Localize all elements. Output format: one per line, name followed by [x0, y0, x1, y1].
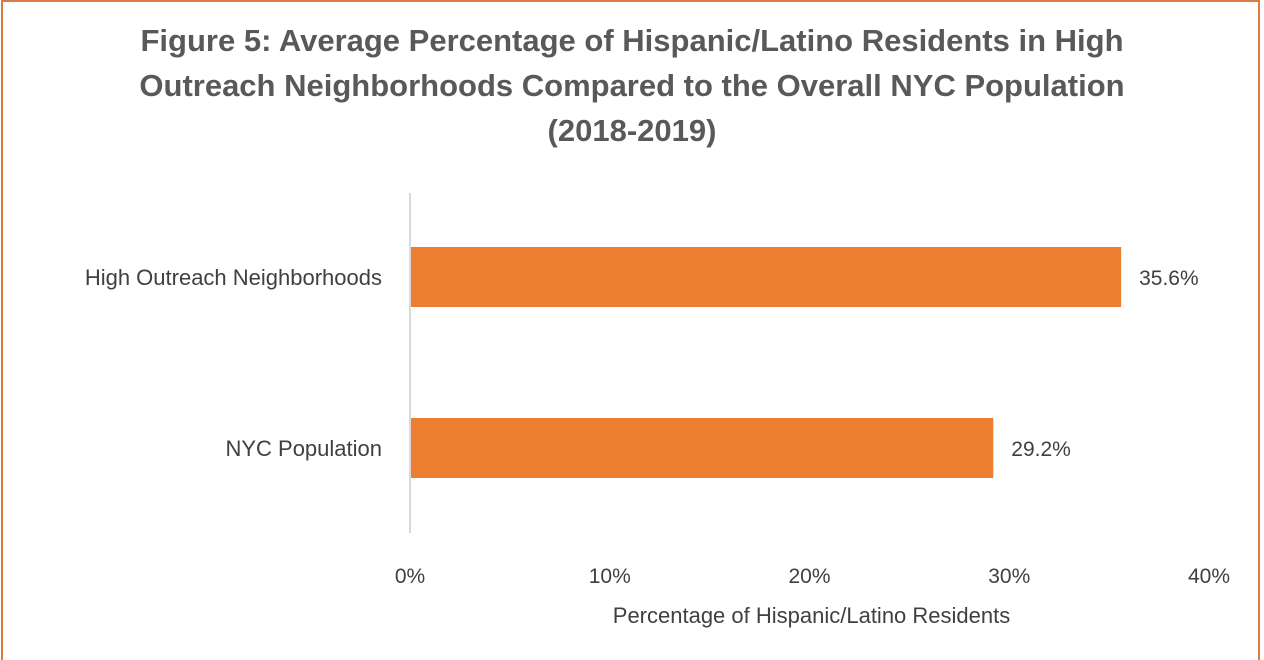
x-tick-label-4: 40%	[1188, 565, 1230, 588]
x-tick-label-1: 10%	[589, 565, 631, 588]
category-label-0: High Outreach Neighborhoods	[85, 265, 382, 290]
x-tick-label-0: 0%	[395, 565, 425, 588]
chart-title: Figure 5: Average Percentage of Hispanic…	[139, 23, 1125, 148]
bar-0	[411, 247, 1122, 307]
bar-1	[411, 418, 994, 478]
data-label-1: 29.2%	[1011, 438, 1071, 461]
x-tick-label-2: 20%	[788, 565, 830, 588]
x-axis-title: Percentage of Hispanic/Latino Residents	[613, 603, 1010, 628]
category-label-1: NYC Population	[225, 436, 382, 461]
data-label-0: 35.6%	[1139, 267, 1199, 290]
x-tick-label-3: 30%	[988, 565, 1030, 588]
